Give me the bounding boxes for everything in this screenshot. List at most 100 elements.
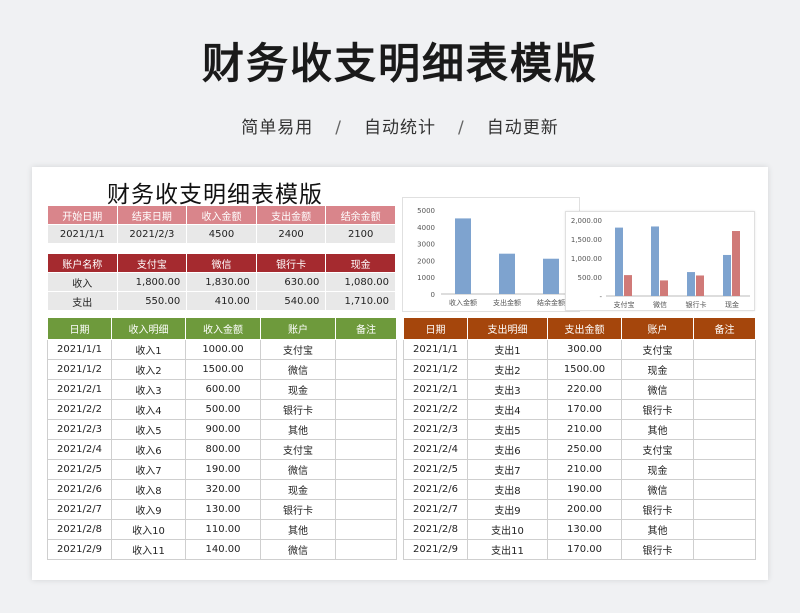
income-cell: 其他	[260, 519, 336, 540]
table-row: 2021/2/3 收入5 900.00 其他	[47, 419, 397, 440]
income-cell: 1500.00	[185, 359, 261, 380]
account-cell: 1,710.00	[325, 291, 396, 311]
expense-cell: 210.00	[547, 459, 622, 480]
table-row: 2021/2/2 支出4 170.00 银行卡	[403, 399, 756, 420]
income-cell: 2021/2/8	[47, 519, 112, 540]
table-row: 2021/2/7 支出9 200.00 银行卡	[403, 499, 756, 520]
income-cell: 收入4	[111, 399, 186, 420]
bar	[499, 253, 515, 294]
expense-cell: 银行卡	[621, 399, 694, 420]
income-cell	[335, 399, 397, 420]
y-tick-label: 5000	[417, 207, 435, 215]
expense-cell	[693, 459, 756, 480]
account-cell: 1,080.00	[325, 272, 396, 292]
income-cell: 2021/2/2	[47, 399, 112, 420]
table-row: 2021/2/6 收入8 320.00 现金	[47, 479, 397, 500]
account-cell: 收入	[47, 272, 118, 292]
table-row: 2021/2/1 支出3 220.00 微信	[403, 379, 756, 400]
expense-header: 备注	[693, 317, 756, 340]
expense-cell: 支出11	[467, 539, 548, 560]
account-chart-svg: - 500.00 1,000.00 1,500.00 2,000.00 支付宝 微信 银行卡 现…	[571, 217, 750, 309]
account-row: 收入 1,800.00 1,830.00 630.00 1,080.00	[47, 272, 396, 292]
income-cell: 1000.00	[185, 339, 261, 360]
income-cell: 190.00	[185, 459, 261, 480]
income-cell: 140.00	[185, 539, 261, 560]
y-tick-label: 500.00	[578, 274, 603, 282]
table-row: 2021/2/9 收入11 140.00 微信	[47, 539, 397, 560]
tag-separator: /	[458, 118, 465, 138]
table-row: 2021/2/4 支出6 250.00 支付宝	[403, 439, 756, 460]
table-row: 2021/2/1 收入3 600.00 现金	[47, 379, 397, 400]
account-cell: 550.00	[116, 291, 188, 311]
income-cell: 2021/2/6	[47, 479, 112, 500]
income-cell	[335, 479, 397, 500]
summary-header: 支出金额	[255, 205, 327, 225]
bar	[687, 272, 695, 296]
expense-cell	[693, 439, 756, 460]
x-tick-label: 微信	[653, 300, 667, 309]
income-cell: 银行卡	[260, 399, 336, 420]
income-cell: 支付宝	[260, 339, 336, 360]
income-cell: 支付宝	[260, 439, 336, 460]
y-tick-label: 1,500.00	[571, 236, 602, 244]
income-cell: 2021/2/4	[47, 439, 112, 460]
table-row: 2021/2/4 收入6 800.00 支付宝	[47, 439, 397, 460]
income-cell: 微信	[260, 359, 336, 380]
table-row: 2021/2/5 支出7 210.00 现金	[403, 459, 756, 480]
summary-header: 结余金额	[325, 205, 396, 225]
spreadsheet-preview: 财务收支明细表模版 开始日期 结束日期 收入金额 支出金额 结余金额 2021/1/1 2…	[32, 167, 768, 580]
income-cell: 现金	[260, 379, 336, 400]
expense-cell: 2021/2/2	[403, 399, 468, 420]
sheet-title: 财务收支明细表模版	[107, 182, 323, 208]
summary-header: 开始日期	[47, 205, 118, 225]
income-cell	[335, 499, 397, 520]
table-row: 2021/2/2 收入4 500.00 银行卡	[47, 399, 397, 420]
income-cell: 收入3	[111, 379, 186, 400]
expense-cell: 2021/2/9	[403, 539, 468, 560]
income-cell	[335, 359, 397, 380]
expense-header: 日期	[403, 317, 468, 340]
summary-chart-svg: 0 1000 2000 3000 4000 5000 收入金额 支出金额 结余金额	[417, 207, 573, 307]
expense-cell: 支出1	[467, 339, 548, 360]
x-tick-label: 支付宝	[614, 300, 635, 309]
expense-cell	[693, 399, 756, 420]
expense-cell: 2021/2/1	[403, 379, 468, 400]
tag-auto-stats: 自动统计	[364, 118, 436, 138]
y-tick-label: 4000	[417, 224, 435, 232]
expense-cell: 210.00	[547, 419, 622, 440]
income-cell: 收入11	[111, 539, 186, 560]
account-header: 账户名称	[47, 253, 118, 273]
expense-cell: 微信	[621, 379, 694, 400]
summary-value: 2400	[255, 224, 327, 244]
y-tick-label: 3000	[417, 241, 435, 249]
expense-cell: 300.00	[547, 339, 622, 360]
expense-cell: 200.00	[547, 499, 622, 520]
expense-cell: 支出9	[467, 499, 548, 520]
table-row: 2021/1/1 收入1 1000.00 支付宝	[47, 339, 397, 360]
income-cell	[335, 459, 397, 480]
x-tick-label: 支出金额	[493, 298, 521, 307]
expense-cell: 2021/2/7	[403, 499, 468, 520]
income-cell: 600.00	[185, 379, 261, 400]
expense-cell: 支出2	[467, 359, 548, 380]
hero-subtitle: 简单易用 / 自动统计 / 自动更新	[0, 113, 800, 138]
account-cell: 支出	[47, 291, 118, 311]
expense-cell: 220.00	[547, 379, 622, 400]
income-cell: 130.00	[185, 499, 261, 520]
expense-cell: 支付宝	[621, 339, 694, 360]
income-cell	[335, 539, 397, 560]
expense-cell	[693, 379, 756, 400]
account-cell: 1,830.00	[186, 272, 257, 292]
income-cell: 收入8	[111, 479, 186, 500]
expense-cell	[693, 539, 756, 560]
expense-cell: 支出8	[467, 479, 548, 500]
expense-cell: 2021/2/5	[403, 459, 468, 480]
y-tick-label: 2,000.00	[571, 217, 602, 225]
income-cell: 2021/2/1	[47, 379, 112, 400]
bar	[615, 227, 623, 296]
bar	[696, 275, 704, 296]
bar	[624, 275, 632, 296]
table-row: 2021/2/7 收入9 130.00 银行卡	[47, 499, 397, 520]
bar	[543, 258, 559, 294]
expense-header: 账户	[621, 317, 694, 340]
